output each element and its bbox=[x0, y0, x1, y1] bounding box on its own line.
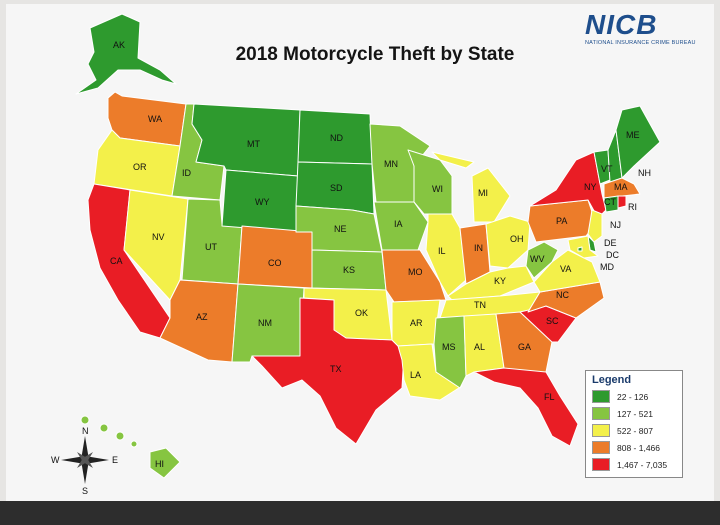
state-label-IL: IL bbox=[438, 246, 446, 256]
state-label-TX: TX bbox=[330, 364, 342, 374]
state-MI bbox=[431, 151, 511, 223]
state-label-ID: ID bbox=[182, 168, 192, 178]
state-label-LA: LA bbox=[410, 370, 421, 380]
state-label-CT: CT bbox=[604, 197, 616, 207]
legend-item: 808 - 1,466 bbox=[592, 439, 682, 456]
state-label-NH: NH bbox=[638, 168, 651, 178]
state-label-MO: MO bbox=[408, 267, 423, 277]
state-label-HI: HI bbox=[155, 459, 164, 469]
state-NJ bbox=[587, 209, 603, 243]
state-label-GA: GA bbox=[518, 342, 531, 352]
state-label-MI: MI bbox=[478, 188, 488, 198]
state-label-MT: MT bbox=[247, 139, 260, 149]
state-label-NY: NY bbox=[584, 182, 597, 192]
map-title: 2018 Motorcycle Theft by State bbox=[235, 44, 515, 65]
state-label-MS: MS bbox=[442, 342, 456, 352]
state-RI bbox=[617, 195, 627, 209]
state-MA bbox=[603, 177, 641, 199]
state-TX bbox=[251, 297, 405, 445]
state-HI-island-2 bbox=[99, 423, 109, 433]
state-label-MA: MA bbox=[614, 182, 628, 192]
state-label-DC: DC bbox=[606, 250, 619, 260]
state-CT bbox=[603, 195, 619, 213]
state-IA bbox=[373, 201, 429, 251]
legend-range-label: 522 - 807 bbox=[617, 425, 653, 436]
state-label-NM: NM bbox=[258, 318, 272, 328]
compass-n: N bbox=[82, 426, 89, 436]
state-FL bbox=[473, 367, 579, 447]
legend-range-label: 808 - 1,466 bbox=[617, 442, 661, 453]
state-label-AZ: AZ bbox=[196, 312, 208, 322]
state-label-OK: OK bbox=[355, 308, 368, 318]
logo-subtitle: NATIONAL INSURANCE CRIME BUREAU bbox=[585, 40, 696, 46]
state-label-NC: NC bbox=[556, 290, 569, 300]
state-label-TN: TN bbox=[474, 300, 486, 310]
logo-wordmark: NICB bbox=[585, 9, 658, 40]
state-label-WY: WY bbox=[255, 197, 270, 207]
state-label-KS: KS bbox=[343, 265, 355, 275]
state-label-FL: FL bbox=[544, 392, 555, 402]
state-label-PA: PA bbox=[556, 216, 567, 226]
legend-item: 127 - 521 bbox=[592, 405, 682, 422]
state-label-CO: CO bbox=[268, 258, 282, 268]
state-MD bbox=[567, 235, 599, 259]
legend-swatch bbox=[592, 458, 610, 471]
state-HI-island bbox=[80, 415, 90, 425]
state-label-KY: KY bbox=[494, 276, 506, 286]
state-label-SD: SD bbox=[330, 183, 343, 193]
state-label-AK: AK bbox=[113, 40, 125, 50]
state-label-WI: WI bbox=[432, 184, 443, 194]
state-label-NJ: NJ bbox=[610, 220, 621, 230]
legend-item: 522 - 807 bbox=[592, 422, 682, 439]
state-CO bbox=[237, 225, 313, 289]
legend-title: Legend bbox=[592, 374, 632, 386]
state-label-ND: ND bbox=[330, 133, 343, 143]
legend-swatch bbox=[592, 390, 610, 403]
state-HI-island-4 bbox=[130, 440, 138, 448]
state-label-WV: WV bbox=[530, 254, 545, 264]
slide-bottom-bar bbox=[0, 501, 720, 525]
state-label-CA: CA bbox=[110, 256, 123, 266]
legend-range-label: 127 - 521 bbox=[617, 408, 653, 419]
state-label-VA: VA bbox=[560, 264, 571, 274]
legend-range-label: 1,467 - 7,035 bbox=[617, 459, 668, 470]
nicb-logo: NICB NATIONAL INSURANCE CRIME BUREAU bbox=[585, 10, 707, 52]
state-label-MD: MD bbox=[600, 262, 614, 272]
state-label-OR: OR bbox=[133, 162, 147, 172]
legend-swatch bbox=[592, 407, 610, 420]
state-label-OH: OH bbox=[510, 234, 524, 244]
state-label-MN: MN bbox=[384, 159, 398, 169]
state-label-AR: AR bbox=[410, 318, 423, 328]
compass-rose: N S E W bbox=[51, 426, 118, 496]
state-label-NE: NE bbox=[334, 224, 347, 234]
state-label-NV: NV bbox=[152, 232, 165, 242]
state-AK bbox=[75, 13, 177, 95]
legend-swatch bbox=[592, 424, 610, 437]
state-HI bbox=[149, 447, 181, 479]
compass-s: S bbox=[82, 486, 88, 496]
state-NY bbox=[529, 151, 607, 219]
state-label-VT: VT bbox=[601, 164, 613, 174]
state-label-RI: RI bbox=[628, 202, 637, 212]
legend-item: 22 - 126 bbox=[592, 388, 682, 405]
legend-swatch bbox=[592, 441, 610, 454]
state-WV bbox=[525, 241, 559, 279]
state-label-IA: IA bbox=[394, 219, 403, 229]
legend-item: 1,467 - 7,035 bbox=[592, 456, 682, 473]
state-label-SC: SC bbox=[546, 316, 559, 326]
legend-box: Legend 22 - 126 127 - 521 522 - 807 808 - 1… bbox=[585, 370, 683, 478]
state-label-WA: WA bbox=[148, 114, 162, 124]
state-label-IN: IN bbox=[474, 243, 483, 253]
state-label-DE: DE bbox=[604, 238, 617, 248]
compass-e: E bbox=[112, 455, 118, 465]
state-label-UT: UT bbox=[205, 242, 217, 252]
legend-range-label: 22 - 126 bbox=[617, 391, 649, 402]
compass-w: W bbox=[51, 455, 60, 465]
state-HI-island-3 bbox=[115, 431, 125, 441]
state-label-ME: ME bbox=[626, 130, 640, 140]
state-LA bbox=[397, 343, 463, 401]
state-DC bbox=[577, 246, 583, 252]
state-label-AL: AL bbox=[474, 342, 485, 352]
